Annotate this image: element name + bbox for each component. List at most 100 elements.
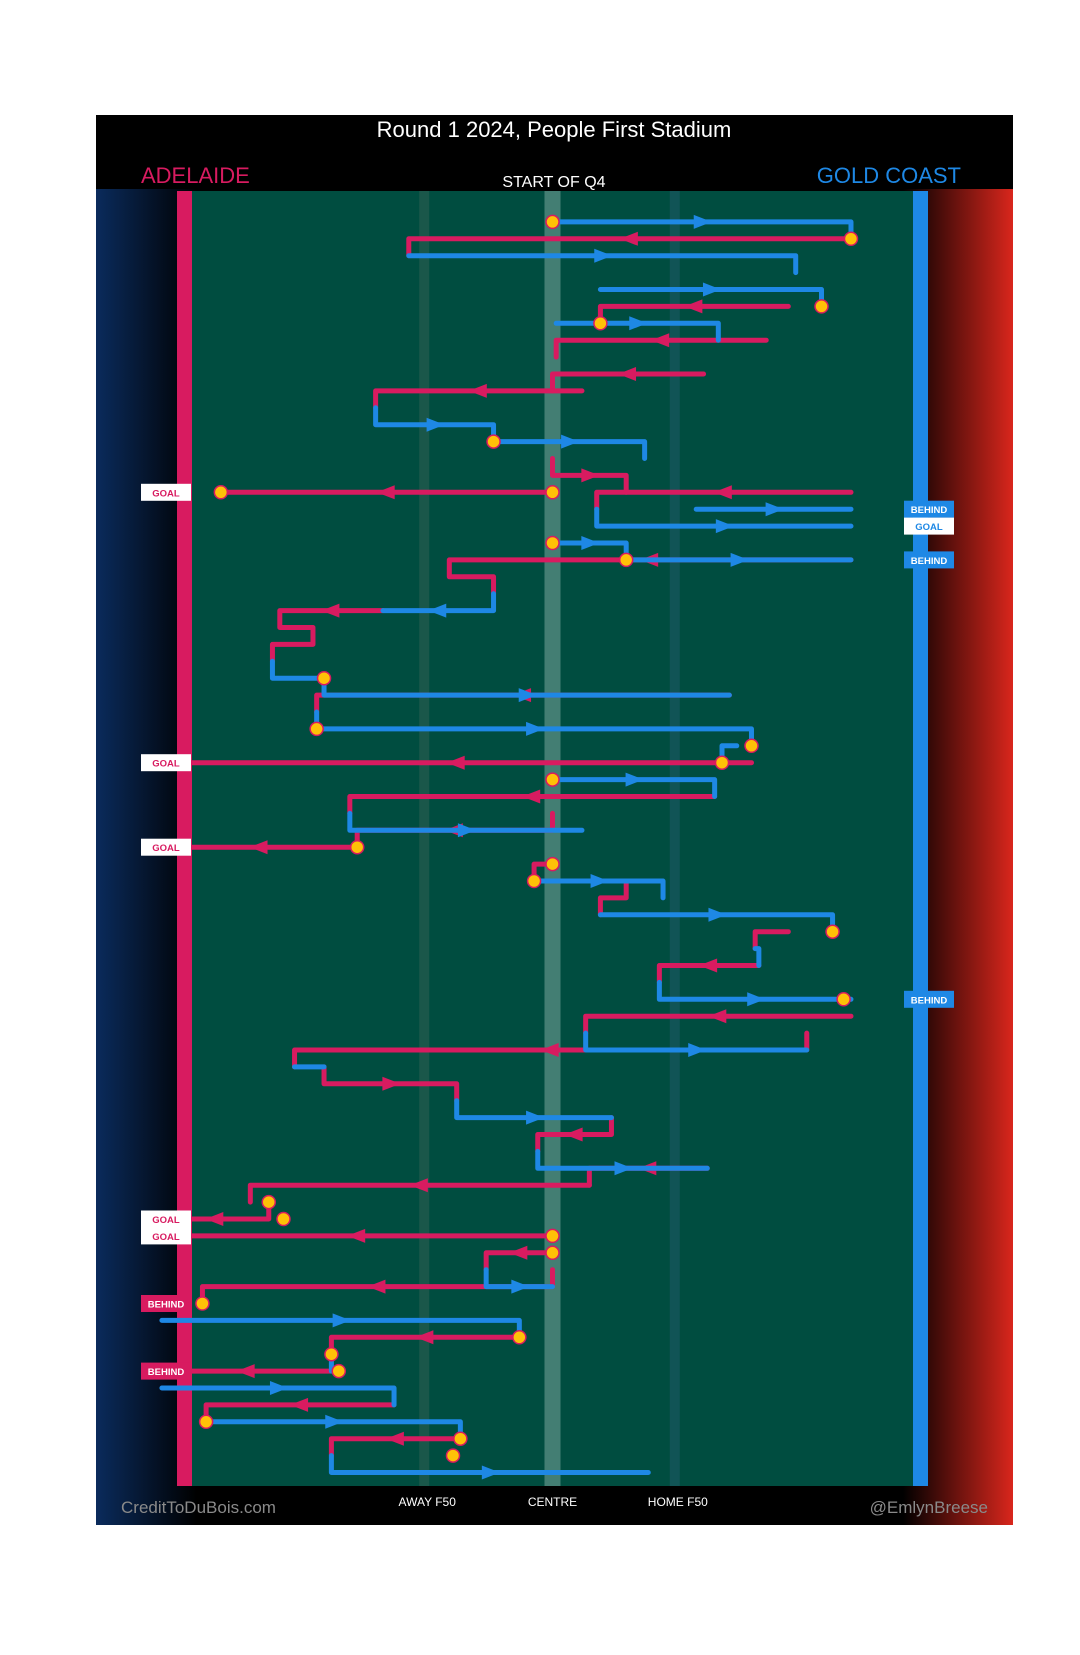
outcome-badge-box — [904, 551, 954, 569]
stoppage-marker — [526, 873, 542, 889]
series-0-path-24 — [247, 1182, 592, 1205]
series-1-path-1 — [406, 253, 799, 276]
series-layer — [159, 214, 854, 1480]
outcome-badge-box — [141, 1227, 191, 1245]
outcome-badge-label: BEHIND — [911, 505, 948, 516]
series-1-path-29 — [328, 1453, 651, 1475]
outcome-badge: BEHIND — [904, 990, 954, 1008]
x-axis-ticks: AWAY F50 CENTRE HOME F50 — [399, 1495, 709, 1509]
stoppage-marker — [545, 856, 560, 872]
series-1-path-7 — [594, 506, 854, 529]
stoppage-marker — [349, 839, 365, 855]
stoppage-marker — [309, 721, 324, 737]
x-tick-label: CENTRE — [528, 1495, 577, 1509]
stoppage-marker — [545, 214, 560, 230]
stoppage-marker — [545, 1228, 560, 1244]
series-1-arrow-29 — [481, 1465, 500, 1480]
series-1-arrow-19 — [747, 992, 766, 1007]
stoppage-marker — [213, 485, 229, 500]
series-1-path-18 — [752, 946, 762, 968]
outcome-badge: GOAL — [141, 1227, 191, 1245]
series-1-path-3 — [553, 320, 721, 343]
series-1-path-23 — [535, 1148, 710, 1171]
series-1-arrow-1 — [594, 248, 613, 263]
flow-chart: BEHIND GOAL GOAL BEHIND GOAL GOAL BEHIND GOAL GO… — [96, 115, 1013, 1525]
series-1-arrow-20 — [688, 1043, 707, 1057]
series-0-path-32 — [328, 1436, 463, 1459]
series-0-path-12 — [347, 794, 718, 816]
series-0-arrow-32 — [385, 1431, 404, 1446]
stoppage-marker — [843, 231, 859, 247]
outcome-badge-label: GOAL — [152, 843, 180, 854]
series-0-arrow-3 — [618, 367, 637, 381]
series-0-path-3 — [550, 371, 707, 394]
series-0-path-16 — [597, 878, 629, 918]
stoppage-marker — [331, 1363, 347, 1379]
away-team-label: GOLD COAST — [817, 163, 961, 188]
series-1-arrow-25 — [332, 1313, 351, 1328]
series-0-arrow-5 — [581, 468, 600, 483]
stoppage-marker — [276, 1211, 291, 1227]
x-tick-label: HOME F50 — [648, 1495, 708, 1509]
series-0-arrow-4 — [468, 383, 487, 398]
adelaide-goal-line — [177, 191, 192, 1486]
zone-band-0 — [419, 191, 430, 1486]
series-1-path-10 — [380, 591, 497, 614]
series-0-path-27 — [483, 1250, 555, 1273]
series-1-path-24 — [483, 1267, 555, 1290]
series-0-path-0 — [406, 236, 854, 259]
outcome-badge: BEHIND — [141, 1362, 191, 1380]
stoppage-marker — [545, 535, 560, 551]
outcome-badge-label: BEHIND — [911, 995, 948, 1006]
outcome-badge-label: GOAL — [915, 522, 943, 533]
series-0-arrow-14 — [249, 840, 268, 855]
outcome-badge-label: BEHIND — [911, 556, 948, 567]
series-0-arrow-30 — [236, 1364, 255, 1379]
stoppage-marker — [453, 1431, 468, 1446]
series-1-arrow-2 — [702, 282, 721, 297]
series-0-arrow-18 — [699, 958, 718, 973]
chart-title: Round 1 2024, People First Stadium — [377, 117, 732, 142]
series-0-path-19 — [583, 1013, 854, 1036]
outcome-badge: BEHIND — [904, 500, 954, 518]
outcome-badge-label: GOAL — [152, 488, 180, 499]
stoppage-marker — [316, 670, 332, 686]
stoppage-marker — [593, 316, 608, 331]
zone-bands — [419, 191, 680, 1486]
title-bar — [96, 115, 1013, 189]
outcome-badge: GOAL — [141, 754, 191, 772]
series-1-arrow-24 — [511, 1279, 530, 1294]
outcome-badge: GOAL — [141, 483, 191, 501]
series-1-path-27 — [159, 1385, 397, 1408]
series-1-path-5 — [491, 439, 648, 461]
stoppage-marker — [825, 924, 840, 939]
outcome-badge-box — [141, 1295, 191, 1312]
series-1-arrow-22 — [526, 1110, 545, 1125]
outcome-badge-box — [141, 1362, 191, 1380]
stoppage-marker — [744, 738, 759, 754]
series-1-arrow-28 — [325, 1414, 344, 1429]
series-0-arrow-26 — [347, 1228, 366, 1243]
series-0-arrow-9 — [321, 603, 340, 618]
quarter-label: START OF Q4 — [502, 174, 605, 191]
stoppage-layer — [195, 214, 859, 1463]
series-1-path-15 — [347, 810, 585, 833]
series-1-path-20 — [583, 1030, 810, 1053]
series-1-arrow-16 — [590, 874, 609, 888]
series-1-path-19 — [656, 979, 854, 1002]
series-1-arrow-12 — [526, 721, 545, 736]
series-0-path-9 — [269, 608, 386, 664]
series-0-arrow-25 — [205, 1212, 224, 1226]
series-0-path-8 — [446, 557, 854, 597]
series-0-arrow-6 — [713, 485, 732, 500]
series-1-arrow-15 — [457, 823, 476, 838]
outcome-badge-label: BEHIND — [148, 1367, 185, 1378]
stoppage-marker — [512, 1330, 527, 1345]
series-1-arrow-23 — [614, 1161, 633, 1176]
credit-right: @EmlynBreese — [870, 1498, 988, 1517]
x-tick-label: AWAY F50 — [399, 1495, 457, 1509]
zone-band-2 — [669, 191, 680, 1486]
stoppage-marker — [324, 1346, 339, 1362]
outcome-badge-box — [141, 838, 191, 856]
series-1-arrow-7 — [715, 519, 734, 534]
